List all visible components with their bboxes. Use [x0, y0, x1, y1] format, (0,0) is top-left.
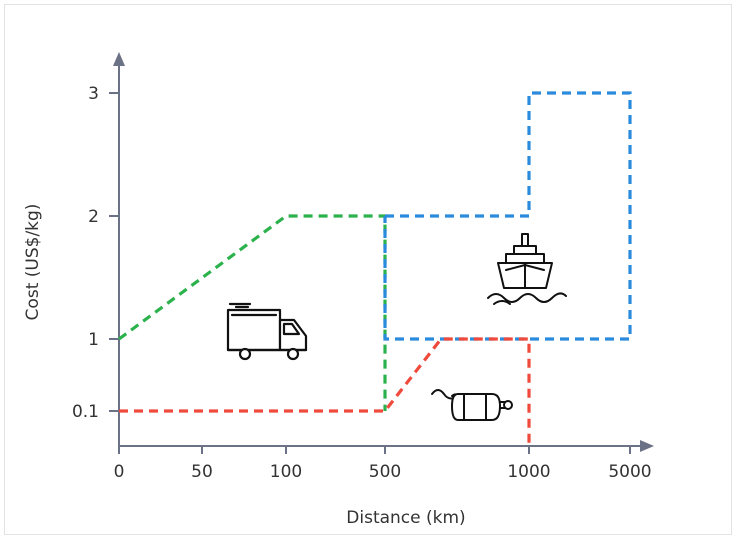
- y-tick-label: 0.1: [72, 402, 99, 422]
- y-tick-label: 3: [88, 84, 99, 104]
- y-axis-arrow: [113, 52, 125, 66]
- x-tick-label: 100: [270, 462, 302, 482]
- series-line-pipeline: [119, 337, 531, 446]
- x-tick-label: 0: [114, 462, 125, 482]
- x-tick-label: 500: [369, 462, 401, 482]
- y-tick-label: 1: [88, 330, 99, 350]
- x-tick-label: 1000: [507, 462, 550, 482]
- x-tick-label: 50: [191, 462, 213, 482]
- x-axis-arrow: [640, 440, 654, 452]
- y-tick-label: 2: [88, 207, 99, 227]
- pipeline-icon: [431, 389, 513, 421]
- series-line-ship: [383, 91, 632, 341]
- y-ticks: 0.1 1 2 3: [72, 84, 119, 422]
- truck-icon: [226, 302, 308, 361]
- x-tick-label: 5000: [608, 462, 651, 482]
- axes: [113, 52, 654, 452]
- ship-icon: [487, 233, 567, 305]
- series-lines: [118, 91, 632, 446]
- series-line-truck: [118, 214, 387, 411]
- x-axis-title: Distance (km): [346, 508, 465, 528]
- chart-frame: [4, 4, 732, 535]
- y-axis-title: Cost (US$/kg): [23, 204, 43, 321]
- x-ticks: 0 50 100 500 1000 5000: [114, 446, 652, 482]
